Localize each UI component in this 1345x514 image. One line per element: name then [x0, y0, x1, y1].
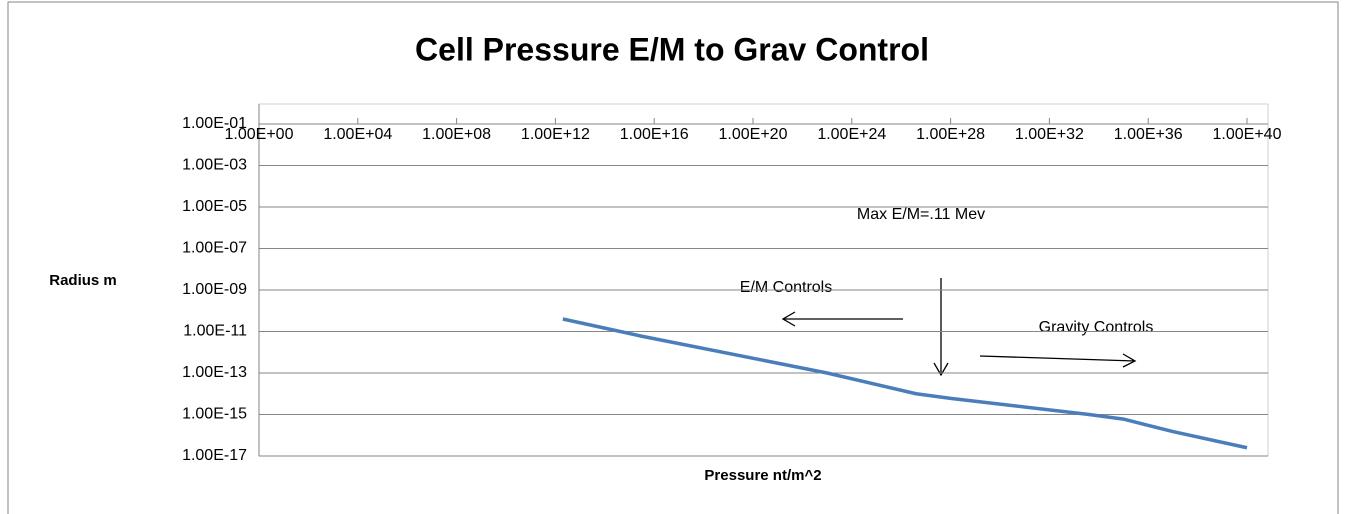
y-tick-label: 1.00E-11: [183, 323, 247, 340]
y-tick-label: 1.00E-07: [182, 240, 247, 257]
x-tick-label: 1.00E+04: [323, 126, 392, 143]
x-tick-label: 1.00E+12: [521, 126, 590, 143]
y-tick-label: 1.00E-13: [182, 364, 247, 381]
line-series: [562, 317, 1248, 450]
arrow-down: [933, 278, 949, 377]
annotation: Max E/M=.11 Mev: [857, 206, 985, 223]
x-tick-label: 1.00E+16: [620, 126, 689, 143]
x-tick-label: 1.00E+40: [1213, 126, 1282, 143]
x-tick-label: 1.00E+28: [916, 126, 985, 143]
y-tick-label: 1.00E-15: [182, 406, 247, 423]
annotation: E/M Controls: [740, 279, 832, 296]
arrow-right: [979, 353, 1137, 368]
chart-title: Cell Pressure E/M to Grav Control: [415, 31, 929, 67]
y-tick-label: 1.00E-03: [182, 157, 247, 174]
x-tick-label: 1.00E+08: [422, 126, 491, 143]
y-tick-label: 1.00E-05: [182, 198, 247, 215]
y-tick-label: 1.00E-09: [182, 281, 247, 298]
x-tick-label: 1.00E+24: [817, 126, 886, 143]
y-axis-title: Radius m: [49, 272, 117, 289]
x-tick-label: 1.00E+32: [1015, 126, 1084, 143]
chart-frame: [7, 1, 1339, 514]
x-tick-label: 1.00E+36: [1114, 126, 1183, 143]
y-tick-label: 1.00E-17: [182, 447, 247, 464]
x-tick-label: 1.00E+20: [719, 126, 788, 143]
arrows: [781, 278, 1137, 377]
annotation: Gravity Controls: [1039, 319, 1154, 336]
x-axis-title: Pressure nt/m^2: [704, 467, 821, 484]
y-tick-label: 1.00E-01: [182, 115, 247, 132]
arrow-left: [781, 311, 903, 327]
x-tick-label: 1.00E+00: [225, 126, 294, 143]
